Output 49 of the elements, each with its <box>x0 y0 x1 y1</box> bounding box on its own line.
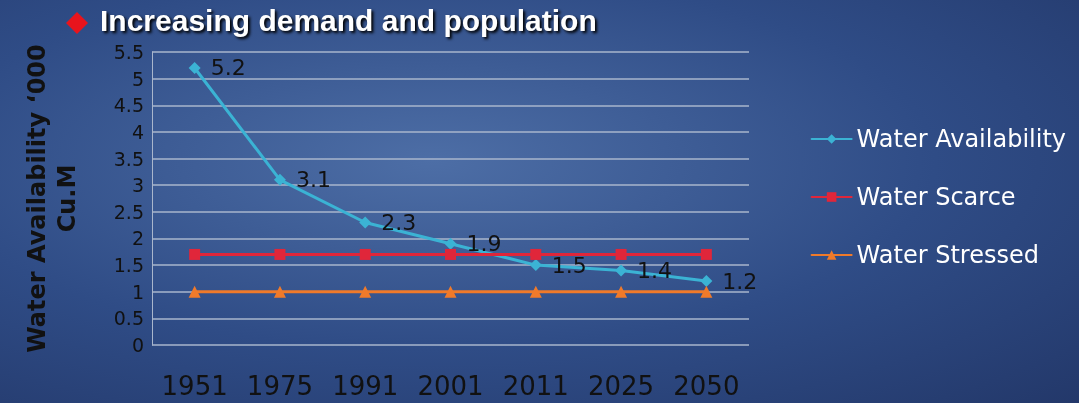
y-tick-label: 5.5 <box>113 41 144 63</box>
x-tick-label: 2001 <box>417 371 484 401</box>
y-tick-label: 3 <box>131 174 144 197</box>
y-tick-label: 4.5 <box>113 94 144 117</box>
point <box>615 285 628 298</box>
x-tick-label: 2025 <box>587 371 655 401</box>
y-axis-title: Water Availability ‘000 Cu.M <box>23 44 81 353</box>
chart-title: Increasing demand and population <box>100 4 597 38</box>
point <box>615 248 627 260</box>
y-tick-label: 2.5 <box>113 200 144 223</box>
data-label: 3.1 <box>295 167 331 193</box>
point <box>273 285 286 298</box>
data-label: 5.2 <box>210 55 246 81</box>
point <box>444 285 457 298</box>
point <box>359 248 371 260</box>
y-tick-label: 2 <box>131 227 144 250</box>
x-tick-label: 2050 <box>673 371 740 401</box>
point <box>529 285 542 298</box>
y-tick-label: 3.5 <box>113 147 144 170</box>
point <box>359 285 372 298</box>
point <box>273 173 286 186</box>
point <box>359 216 372 229</box>
point <box>700 248 712 260</box>
data-label: 2.3 <box>381 209 417 235</box>
x-tick-label: 2011 <box>502 371 569 401</box>
y-tick-label: 1 <box>131 280 144 303</box>
x-tick-label: 1975 <box>246 371 314 401</box>
y-tick-label: 0 <box>131 334 144 356</box>
point <box>615 264 628 277</box>
point <box>444 237 457 250</box>
legend-label: Water Stressed <box>856 241 1039 269</box>
x-tick-label: 1951 <box>161 371 228 401</box>
point <box>188 61 201 74</box>
y-tick-label: 0.5 <box>113 307 144 330</box>
data-label: 1.2 <box>722 268 758 294</box>
point <box>530 248 542 260</box>
point <box>700 275 713 288</box>
point <box>188 285 201 298</box>
point <box>189 248 201 260</box>
y-tick-label: 4 <box>131 120 144 143</box>
point <box>529 259 542 272</box>
point <box>445 248 456 260</box>
y-tick-label: 1.5 <box>113 254 144 277</box>
y-tick-label: 5 <box>131 67 144 90</box>
point <box>274 248 286 260</box>
point <box>700 285 713 298</box>
legend-label: Water Scarce <box>856 183 1016 211</box>
x-tick-label: 1991 <box>332 371 399 401</box>
legend-label: Water Availability <box>856 125 1066 153</box>
